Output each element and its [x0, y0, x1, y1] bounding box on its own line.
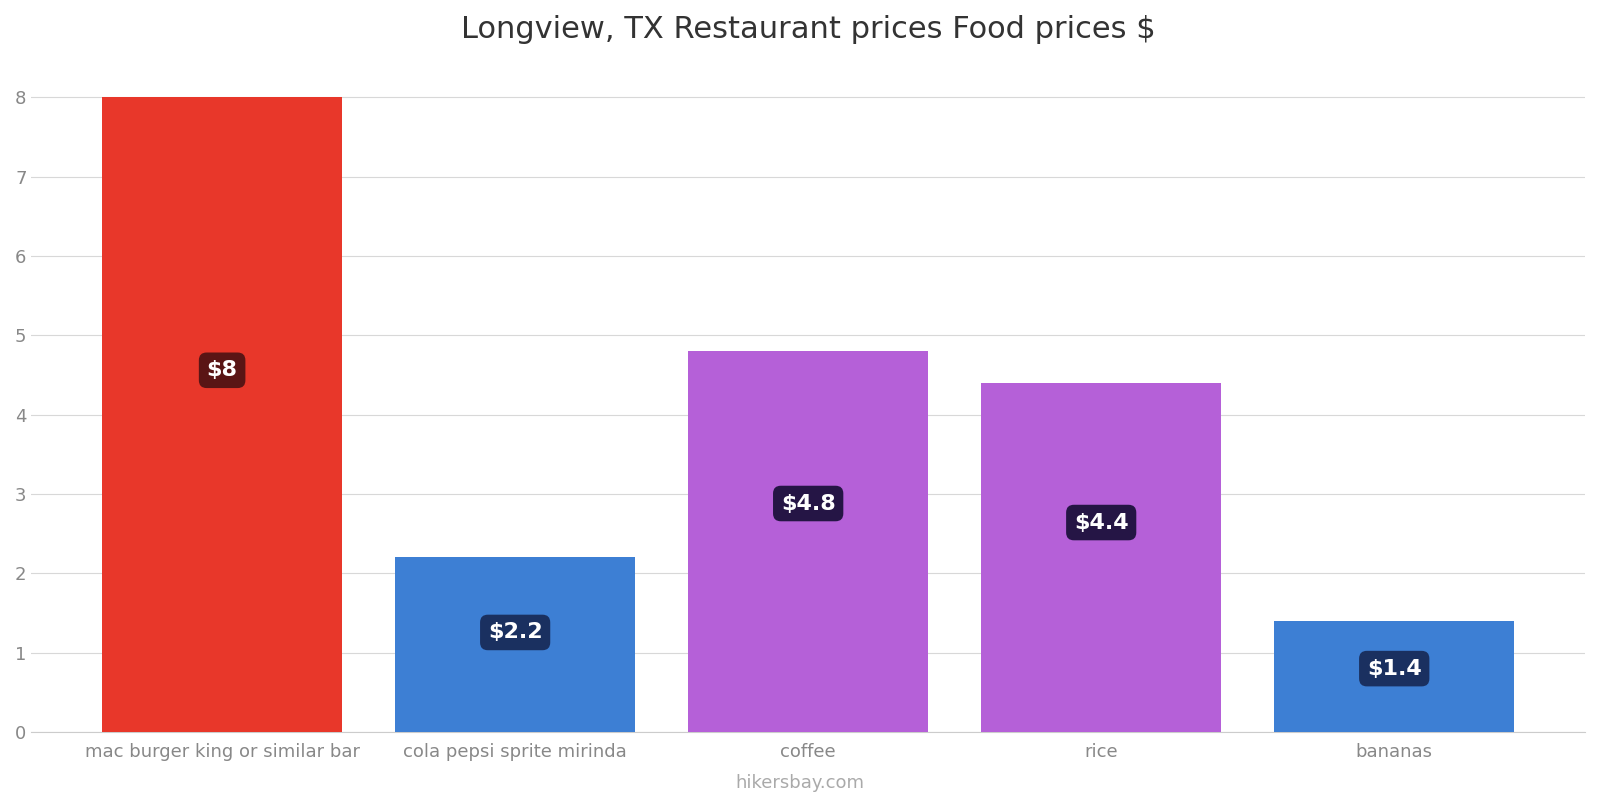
Bar	[1274, 621, 1514, 732]
Text: $4.8: $4.8	[781, 494, 835, 514]
Bar	[981, 383, 1221, 732]
Text: hikersbay.com: hikersbay.com	[736, 774, 864, 792]
Text: $8: $8	[206, 360, 238, 380]
Bar	[688, 351, 928, 732]
Bar	[102, 98, 342, 732]
Text: $1.4: $1.4	[1366, 658, 1422, 678]
Bar	[395, 558, 635, 732]
Title: Longview, TX Restaurant prices Food prices $: Longview, TX Restaurant prices Food pric…	[461, 15, 1155, 44]
Text: $4.4: $4.4	[1074, 513, 1128, 533]
Text: $2.2: $2.2	[488, 622, 542, 642]
